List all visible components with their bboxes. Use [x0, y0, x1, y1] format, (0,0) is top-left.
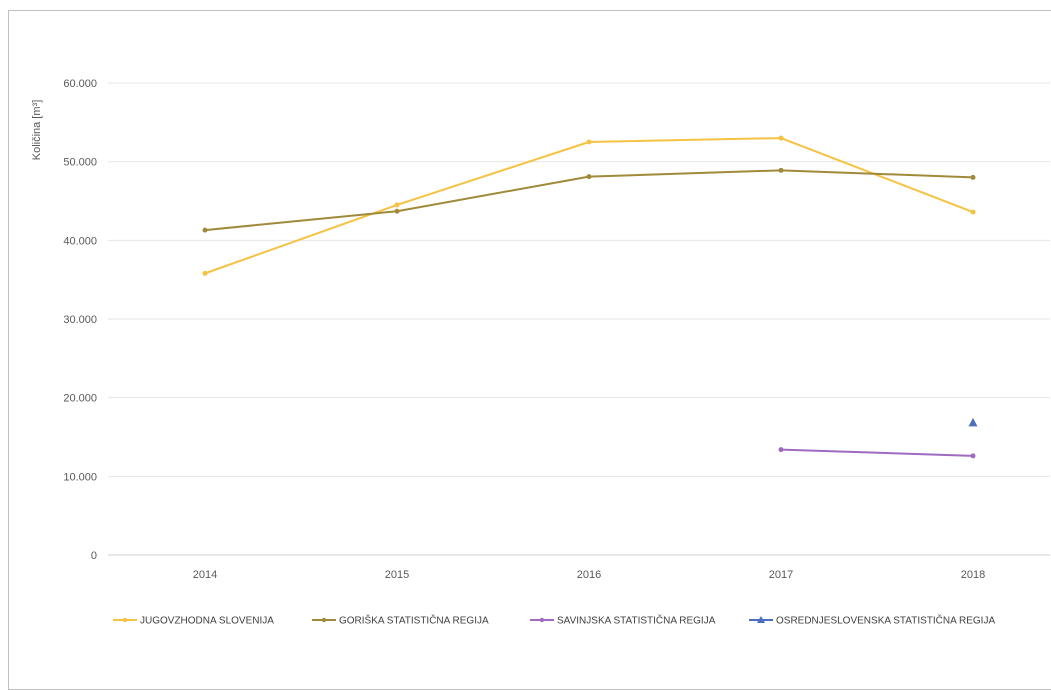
series-line	[780, 448, 974, 457]
data-point	[970, 453, 976, 459]
data-point	[202, 227, 208, 233]
legend-label: OSREDNJESLOVENSKA STATISTIČNA REGIJA	[776, 614, 995, 627]
data-point	[586, 174, 592, 180]
series-1	[202, 167, 976, 233]
legend-label: GORIŠKA STATISTIČNA REGIJA	[339, 614, 489, 627]
data-point	[970, 209, 976, 215]
data-point	[394, 208, 400, 214]
data-point	[778, 167, 784, 173]
series-lines	[202, 135, 978, 459]
series-line	[204, 169, 974, 232]
y-axis-label: Količina [m³]	[31, 100, 43, 161]
data-point	[394, 202, 400, 208]
x-tick-label: 2017	[769, 569, 793, 581]
y-axis-ticks: 0 10.000 20.000 30.000 40.000 50.000 60.000	[63, 78, 97, 562]
data-point	[586, 139, 592, 145]
legend-label: JUGOVZHODNA SLOVENIJA	[140, 616, 274, 627]
series-line	[204, 137, 974, 275]
legend-marker	[122, 617, 128, 623]
y-tick-label: 0	[91, 550, 97, 562]
series-2	[778, 447, 976, 459]
data-point	[778, 135, 784, 141]
y-tick-label: 60.000	[63, 78, 97, 90]
legend-marker	[321, 617, 327, 623]
series-0	[202, 135, 976, 276]
legend-item: SAVINJSKA STATISTIČNA REGIJA	[530, 614, 716, 627]
legend-item: GORIŠKA STATISTIČNA REGIJA	[312, 614, 489, 627]
legend-label: SAVINJSKA STATISTIČNA REGIJA	[557, 614, 716, 627]
x-tick-label: 2016	[577, 569, 601, 581]
legend-item: JUGOVZHODNA SLOVENIJA	[113, 616, 274, 627]
gridlines	[108, 82, 1050, 556]
legend-item: OSREDNJESLOVENSKA STATISTIČNA REGIJA	[749, 614, 995, 627]
x-tick-label: 2014	[193, 569, 217, 581]
y-tick-label: 40.000	[63, 235, 97, 247]
y-tick-label: 10.000	[63, 471, 97, 483]
x-tick-label: 2018	[961, 569, 985, 581]
y-tick-label: 30.000	[63, 314, 97, 326]
data-point	[970, 174, 976, 180]
legend-marker	[757, 616, 765, 623]
legend-marker	[539, 617, 545, 623]
y-tick-label: 50.000	[63, 157, 97, 169]
data-point	[968, 417, 978, 427]
data-point	[202, 270, 208, 276]
data-point	[778, 447, 784, 453]
x-axis-ticks: 2014 2015 2016 2017 2018	[193, 569, 985, 581]
y-tick-label: 20.000	[63, 393, 97, 405]
x-tick-label: 2015	[385, 569, 409, 581]
legend: JUGOVZHODNA SLOVENIJA GORIŠKA STATISTIČNA…	[113, 614, 995, 627]
series-3	[968, 417, 978, 427]
